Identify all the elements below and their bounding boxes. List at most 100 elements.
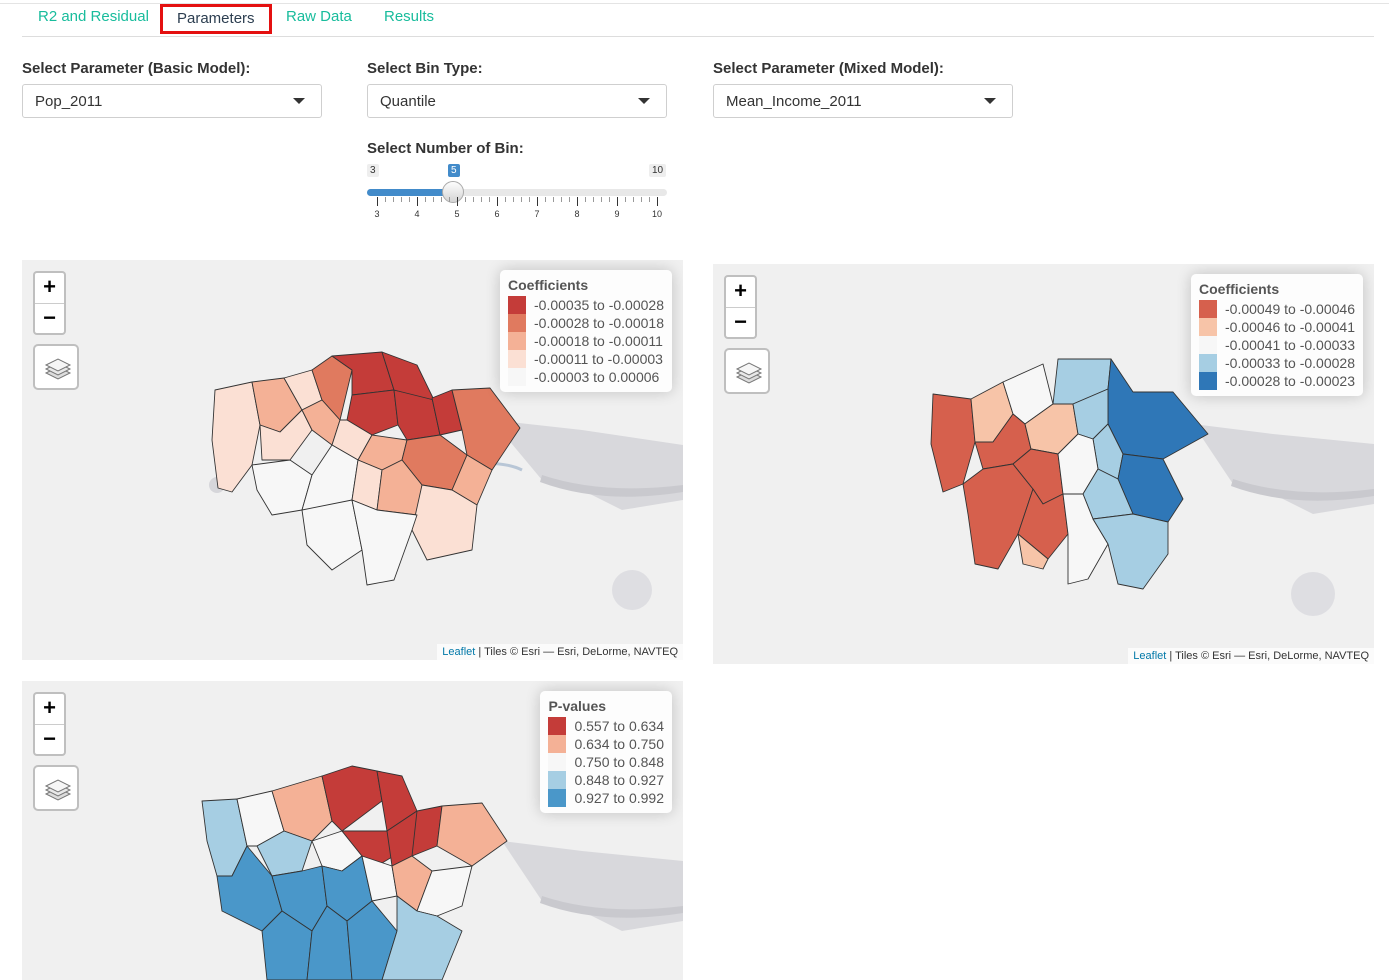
legend-item: -0.00018 to -0.00011: [508, 332, 664, 350]
zoom-out-button[interactable]: −: [35, 303, 64, 333]
legend-swatch: [1199, 372, 1217, 390]
zoom-out-button[interactable]: −: [726, 307, 755, 337]
map-basemap: [209, 351, 683, 610]
slider-tick-label: 10: [651, 209, 662, 219]
attribution-text: | Tiles © Esri — Esri, DeLorme, NAVTEQ: [1166, 650, 1369, 662]
legend-label: -0.00011 to -0.00003: [534, 351, 663, 367]
slider-minor-tick: [425, 197, 426, 202]
top-divider: [0, 3, 1389, 4]
legend-item: 0.750 to 0.848: [548, 753, 664, 771]
pvalues-legend: P-values 0.557 to 0.634 0.634 to 0.750 0.7…: [540, 691, 672, 813]
slider-minor-tick: [433, 197, 434, 202]
slider-tick-label: 5: [454, 209, 460, 219]
slider-major-tick: [497, 197, 498, 206]
tab-bar: R2 and Residual Parameters Raw Data Resu…: [22, 4, 1374, 37]
slider-minor-tick: [513, 197, 514, 202]
basic-coef-map[interactable]: + − Coefficients -0.00035 to -0.00028 -0.…: [22, 260, 683, 660]
slider-max-badge: 10: [649, 164, 667, 177]
basic-param-label: Select Parameter (Basic Model):: [22, 60, 251, 77]
slider-track[interactable]: [367, 189, 667, 196]
legend-label: -0.00041 to -0.00033: [1225, 337, 1355, 353]
slider-minor-tick: [465, 197, 466, 202]
chevron-down-icon: [293, 98, 305, 104]
slider-minor-tick: [649, 197, 650, 202]
bin-type-select[interactable]: Quantile: [367, 84, 667, 118]
mixed-coef-map[interactable]: + − Coefficients -0.00049 to -0.00046 -0.…: [713, 264, 1374, 664]
slider-minor-tick: [441, 197, 442, 202]
legend-title: Coefficients: [508, 277, 589, 293]
slider-minor-tick: [473, 197, 474, 202]
legend-item: -0.00033 to -0.00028: [1199, 354, 1355, 372]
basic-param-value: Pop_2011: [35, 93, 103, 110]
slider-minor-tick: [569, 197, 570, 202]
zoom-control: + −: [33, 271, 66, 335]
slider-minor-tick: [521, 197, 522, 202]
mixed-param-value: Mean_Income_2011: [726, 93, 862, 110]
mixed-param-label: Select Parameter (Mixed Model):: [713, 60, 944, 77]
tab-parameters[interactable]: Parameters: [160, 4, 272, 34]
legend-label: -0.00033 to -0.00028: [1225, 355, 1355, 371]
slider-minor-tick: [553, 197, 554, 202]
layers-icon: [736, 362, 762, 384]
legend-swatch: [508, 296, 526, 314]
legend-swatch: [548, 717, 567, 735]
map-basemap: [201, 765, 683, 980]
zoom-in-button[interactable]: +: [43, 695, 56, 720]
slider-tick-label: 9: [614, 209, 620, 219]
tab-raw-data[interactable]: Raw Data: [286, 8, 352, 25]
legend-label: -0.00035 to -0.00028: [534, 297, 664, 313]
pvalues-map[interactable]: + − P-values 0.557 to 0.634 0.634 to 0.75…: [22, 681, 683, 980]
leaflet-link[interactable]: Leaflet: [1133, 650, 1167, 662]
basic-param-select[interactable]: Pop_2011: [22, 84, 322, 118]
legend-label: -0.00003 to 0.00006: [534, 369, 660, 385]
legend-label: 0.634 to 0.750: [574, 736, 664, 752]
legend-title: Coefficients: [1199, 281, 1280, 297]
legend-label: 0.557 to 0.634: [574, 718, 664, 734]
bins-label: Select Number of Bin:: [367, 140, 524, 157]
legend-item: 0.557 to 0.634: [548, 717, 664, 735]
legend-label: -0.00049 to -0.00046: [1225, 301, 1355, 317]
legend-label: -0.00018 to -0.00011: [534, 333, 663, 349]
slider-tick-label: 8: [574, 209, 580, 219]
legend-item: -0.00046 to -0.00041: [1199, 318, 1355, 336]
legend-swatch: [548, 735, 567, 753]
slider-minor-tick: [409, 197, 410, 202]
legend-label: -0.00028 to -0.00018: [534, 315, 664, 331]
zoom-in-button[interactable]: +: [734, 278, 747, 303]
slider-major-tick: [657, 197, 658, 206]
slider-minor-tick: [609, 197, 610, 202]
tab-r2-residual[interactable]: R2 and Residual: [38, 8, 149, 25]
map-attribution: Leaflet | Tiles © Esri — Esri, DeLorme, …: [437, 644, 683, 660]
legend-swatch: [508, 350, 526, 368]
layers-button[interactable]: [33, 765, 79, 811]
zoom-control: + −: [33, 692, 66, 756]
slider-minor-tick: [449, 197, 450, 202]
legend-label: -0.00028 to -0.00023: [1225, 373, 1355, 389]
layers-button[interactable]: [33, 344, 79, 390]
slider-handle[interactable]: [442, 181, 464, 203]
slider-min-badge: 3: [367, 164, 379, 177]
mixed-param-select[interactable]: Mean_Income_2011: [713, 84, 1013, 118]
legend-item: 0.634 to 0.750: [548, 735, 664, 753]
legend-title: P-values: [548, 698, 607, 714]
legend-swatch: [1199, 336, 1217, 354]
slider-major-tick: [577, 197, 578, 206]
slider-major-tick: [617, 197, 618, 206]
slider-minor-tick: [593, 197, 594, 202]
legend-item: -0.00028 to -0.00023: [1199, 372, 1355, 390]
legend-item: -0.00003 to 0.00006: [508, 368, 664, 386]
slider-minor-tick: [481, 197, 482, 202]
zoom-in-button[interactable]: +: [43, 274, 56, 299]
bin-type-value: Quantile: [380, 93, 436, 110]
layers-button[interactable]: [724, 348, 770, 394]
attribution-text: | Tiles © Esri — Esri, DeLorme, NAVTEQ: [475, 646, 678, 658]
bins-slider[interactable]: 3 10 5 3 4 5 6 7 8 9 10: [367, 160, 668, 222]
zoom-out-button[interactable]: −: [35, 724, 64, 754]
legend-swatch: [548, 789, 567, 807]
leaflet-link[interactable]: Leaflet: [442, 646, 476, 658]
chevron-down-icon: [984, 98, 996, 104]
slider-minor-tick: [529, 197, 530, 202]
slider-tick-label: 6: [494, 209, 500, 219]
legend-item: 0.848 to 0.927: [548, 771, 664, 789]
tab-results[interactable]: Results: [384, 8, 435, 25]
